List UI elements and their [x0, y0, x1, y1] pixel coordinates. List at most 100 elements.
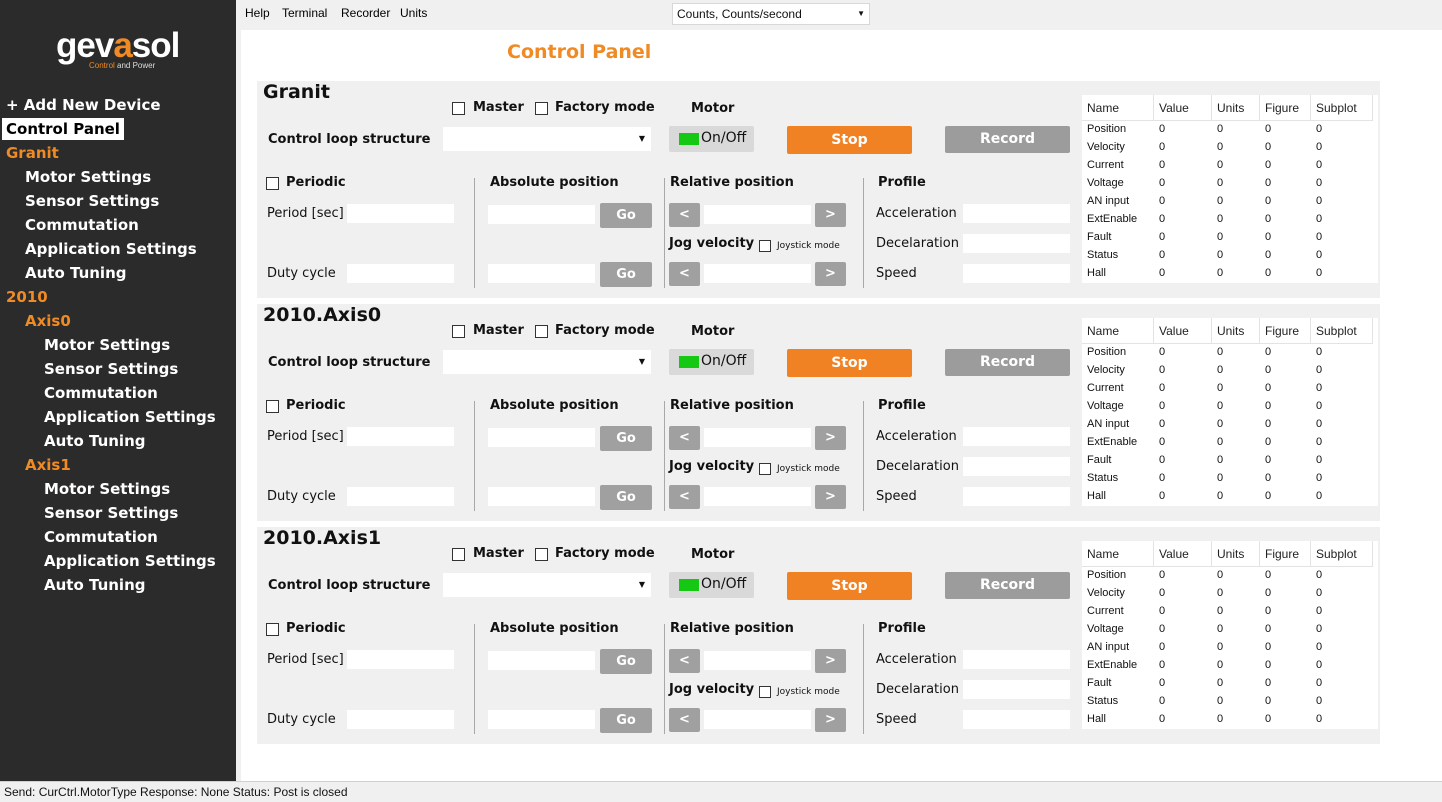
factory-mode-checkbox[interactable] — [535, 548, 548, 561]
menu-units[interactable]: Units — [400, 6, 428, 20]
decelaration-input[interactable] — [963, 457, 1070, 476]
sidebar-item-motor-settings[interactable]: Motor Settings — [44, 480, 171, 498]
stop-button[interactable]: Stop — [787, 126, 912, 154]
absolute-position-input-2[interactable] — [488, 487, 595, 506]
factory-mode-checkbox[interactable] — [535, 102, 548, 115]
sidebar-item-commutation[interactable]: Commutation — [25, 216, 139, 234]
relative-left-button[interactable]: < — [669, 203, 700, 227]
decelaration-input[interactable] — [963, 680, 1070, 699]
duty-cycle-input[interactable] — [347, 264, 454, 283]
jog-velocity-input[interactable] — [704, 264, 811, 283]
motor-onoff-toggle[interactable]: On/Off — [669, 126, 754, 152]
joystick-mode-checkbox[interactable] — [759, 463, 771, 475]
sidebar-item-application-settings[interactable]: Application Settings — [44, 408, 216, 426]
sidebar-device-granit[interactable]: Granit — [6, 144, 59, 162]
jog-right-button[interactable]: > — [815, 262, 846, 286]
control-loop-select[interactable]: ▼ — [443, 573, 651, 597]
decelaration-input[interactable] — [963, 234, 1070, 253]
jog-velocity-input[interactable] — [704, 487, 811, 506]
relative-position-input[interactable] — [704, 205, 811, 224]
absolute-go-button[interactable]: Go — [600, 426, 652, 451]
acceleration-input[interactable] — [963, 427, 1070, 446]
relative-right-button[interactable]: > — [815, 649, 846, 673]
speed-input[interactable] — [963, 710, 1070, 729]
master-checkbox[interactable] — [452, 548, 465, 561]
record-button[interactable]: Record — [945, 572, 1070, 599]
control-loop-select[interactable]: ▼ — [443, 350, 651, 374]
absolute-go-button[interactable]: Go — [600, 649, 652, 674]
absolute-go-button-2[interactable]: Go — [600, 708, 652, 733]
relative-position-input[interactable] — [704, 428, 811, 447]
sidebar-axis-1[interactable]: Axis1 — [25, 456, 71, 474]
relative-right-button[interactable]: > — [815, 426, 846, 450]
relative-left-button[interactable]: < — [669, 649, 700, 673]
master-checkbox[interactable] — [452, 325, 465, 338]
add-new-device-button[interactable]: + Add New Device — [6, 96, 161, 114]
speed-input[interactable] — [963, 264, 1070, 283]
table-row-name: Status — [1087, 472, 1119, 484]
record-button[interactable]: Record — [945, 126, 1070, 153]
sidebar-device-2010[interactable]: 2010 — [6, 288, 48, 306]
sidebar-item-sensor-settings[interactable]: Sensor Settings — [44, 360, 179, 378]
table-row-name: Fault — [1087, 677, 1112, 689]
factory-mode-checkbox[interactable] — [535, 325, 548, 338]
sidebar-item-auto-tuning[interactable]: Auto Tuning — [44, 576, 146, 594]
sidebar-item-auto-tuning[interactable]: Auto Tuning — [44, 432, 146, 450]
relative-left-button[interactable]: < — [669, 426, 700, 450]
sidebar-item-commutation[interactable]: Commutation — [44, 384, 158, 402]
acceleration-input[interactable] — [963, 204, 1070, 223]
menu-terminal[interactable]: Terminal — [282, 6, 328, 20]
joystick-mode-checkbox[interactable] — [759, 686, 771, 698]
periodic-checkbox[interactable] — [266, 177, 279, 190]
sidebar-item-motor-settings[interactable]: Motor Settings — [25, 168, 152, 186]
motor-onoff-toggle[interactable]: On/Off — [669, 572, 754, 598]
sidebar-item-application-settings[interactable]: Application Settings — [44, 552, 216, 570]
sidebar-item-commutation[interactable]: Commutation — [44, 528, 158, 546]
acceleration-input[interactable] — [963, 650, 1070, 669]
jog-right-button[interactable]: > — [815, 708, 846, 732]
sidebar-item-application-settings[interactable]: Application Settings — [25, 240, 197, 258]
absolute-position-input-2[interactable] — [488, 710, 595, 729]
sidebar-item-sensor-settings[interactable]: Sensor Settings — [44, 504, 179, 522]
period-input[interactable] — [347, 427, 454, 446]
joystick-mode-checkbox[interactable] — [759, 240, 771, 252]
table-cell: 0 — [1159, 177, 1166, 189]
relative-right-button[interactable]: > — [815, 203, 846, 227]
jog-left-button[interactable]: < — [669, 262, 700, 286]
jog-left-button[interactable]: < — [669, 485, 700, 509]
periodic-checkbox[interactable] — [266, 623, 279, 636]
periodic-checkbox[interactable] — [266, 400, 279, 413]
units-select[interactable]: Counts, Counts/second ▼ — [672, 3, 870, 25]
jog-right-button[interactable]: > — [815, 485, 846, 509]
table-cell: 0 — [1159, 454, 1166, 466]
menu-recorder[interactable]: Recorder — [341, 6, 391, 20]
duty-cycle-input[interactable] — [347, 487, 454, 506]
relative-position-input[interactable] — [704, 651, 811, 670]
speed-input[interactable] — [963, 487, 1070, 506]
motor-onoff-toggle[interactable]: On/Off — [669, 349, 754, 375]
sidebar-item-sensor-settings[interactable]: Sensor Settings — [25, 192, 160, 210]
stop-button[interactable]: Stop — [787, 572, 912, 600]
sidebar-item-auto-tuning[interactable]: Auto Tuning — [25, 264, 127, 282]
sidebar-item-control-panel[interactable]: Control Panel — [2, 118, 124, 140]
jog-velocity-input[interactable] — [704, 710, 811, 729]
absolute-position-input-2[interactable] — [488, 264, 595, 283]
menu-help[interactable]: Help — [245, 6, 270, 20]
control-loop-select[interactable]: ▼ — [443, 127, 651, 151]
jog-left-button[interactable]: < — [669, 708, 700, 732]
period-input[interactable] — [347, 204, 454, 223]
sidebar-axis-0[interactable]: Axis0 — [25, 312, 71, 330]
absolute-position-input[interactable] — [488, 651, 595, 670]
absolute-go-button-2[interactable]: Go — [600, 485, 652, 510]
master-checkbox[interactable] — [452, 102, 465, 115]
sidebar-item-motor-settings[interactable]: Motor Settings — [44, 336, 171, 354]
absolute-go-button-2[interactable]: Go — [600, 262, 652, 287]
absolute-go-button[interactable]: Go — [600, 203, 652, 228]
record-button[interactable]: Record — [945, 349, 1070, 376]
absolute-position-input[interactable] — [488, 428, 595, 447]
period-input[interactable] — [347, 650, 454, 669]
absolute-position-input[interactable] — [488, 205, 595, 224]
duty-cycle-input[interactable] — [347, 710, 454, 729]
stop-button[interactable]: Stop — [787, 349, 912, 377]
speed-label: Speed — [876, 489, 917, 504]
